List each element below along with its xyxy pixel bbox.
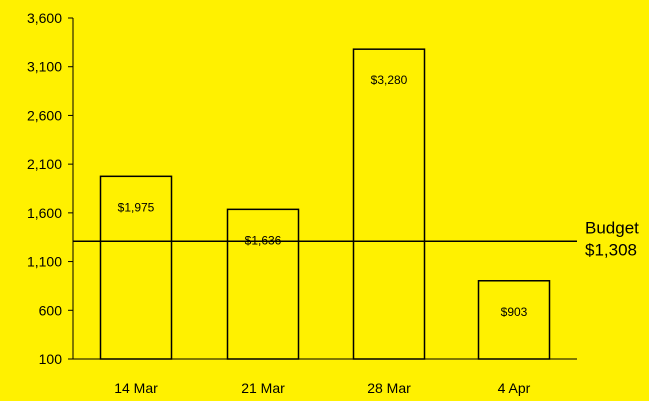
bar bbox=[226, 208, 300, 360]
y-axis: 100 600 1,100 1,600 2,100 2,600 3,100 3,600 bbox=[27, 10, 74, 367]
budget-reference: Budget $1,308 bbox=[73, 218, 639, 259]
y-tick-label: 2,100 bbox=[27, 156, 62, 172]
bars: $1,975 $1,636 $3,280 $903 bbox=[99, 48, 551, 360]
y-tick-label: 1,100 bbox=[27, 254, 62, 270]
budget-value-label: $1,308 bbox=[585, 240, 637, 259]
x-tick-label: 21 Mar bbox=[241, 380, 285, 396]
bar bbox=[99, 175, 173, 360]
bar bbox=[352, 48, 426, 360]
x-tick-label: 4 Apr bbox=[498, 380, 531, 396]
y-tick-label: 2,600 bbox=[27, 107, 62, 123]
bar-value-label: $1,636 bbox=[245, 233, 282, 247]
y-tick-label: 100 bbox=[39, 351, 63, 367]
bar-value-label: $1,975 bbox=[118, 200, 155, 214]
x-tick-label: 14 Mar bbox=[114, 380, 158, 396]
budget-label: Budget bbox=[585, 218, 639, 237]
y-tick-label: 3,100 bbox=[27, 59, 62, 75]
x-axis: 14 Mar 21 Mar 28 Mar 4 Apr bbox=[73, 358, 577, 396]
bar bbox=[477, 280, 551, 360]
bar-value-label: $903 bbox=[501, 305, 528, 319]
bar-value-label: $3,280 bbox=[371, 73, 408, 87]
y-tick-label: 600 bbox=[39, 302, 63, 318]
y-tick-label: 3,600 bbox=[27, 10, 62, 26]
y-tick-label: 1,600 bbox=[27, 205, 62, 221]
x-tick-label: 28 Mar bbox=[367, 380, 411, 396]
